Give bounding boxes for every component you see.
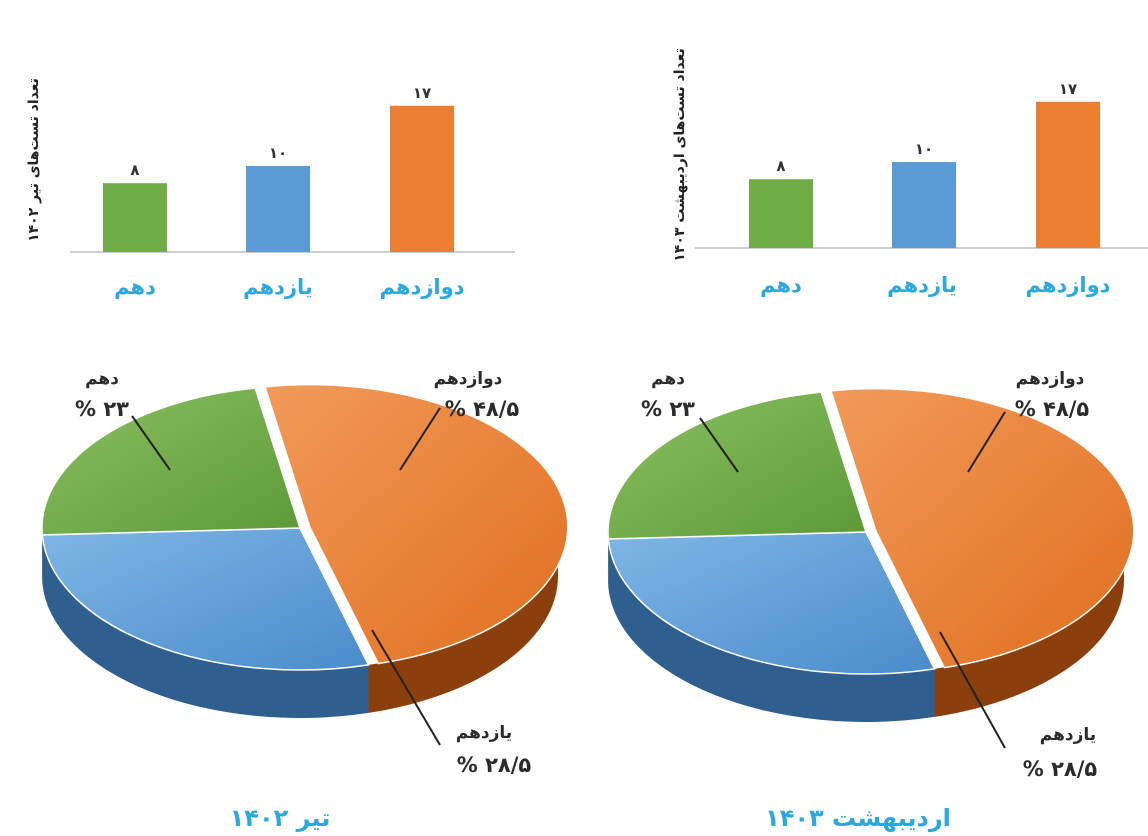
leader-line-yazdahom bbox=[939, 631, 1006, 749]
pie-chart-ordibehesht-1403: دهم ۲۳ % دوازدهم ۴۸/۵ % یازدهم ۲۸/۵ % ار… bbox=[607, 369, 1135, 832]
leader-line-dahom bbox=[699, 417, 739, 473]
pie-slice-dahom bbox=[607, 391, 868, 540]
pie-pct-davazdahom: ۴۸/۵ % bbox=[1015, 397, 1090, 421]
category-label-davazdahom: دوازدهم bbox=[1026, 273, 1111, 297]
pie-chart-tir-1402: دهم ۲۳ % دوازدهم ۴۸/۵ % یازدهم ۲۸/۵ % تی… bbox=[41, 369, 569, 832]
pie-pct-dahom: ۲۳ % bbox=[641, 397, 695, 421]
pie-side-davazdahom bbox=[368, 528, 558, 713]
pie-label-davazdahom: دوازدهم bbox=[1016, 369, 1085, 389]
pie-label-yazdahom: یازدهم bbox=[1040, 725, 1096, 745]
pie-label-dahom: دهم bbox=[651, 369, 685, 389]
bar-chart-1-ylabel: تعداد تست‌های تیر ۱۴۰۲ bbox=[26, 78, 42, 242]
bar-value-davazdahom: ۱۷ bbox=[1059, 80, 1077, 98]
bar-davazdahom bbox=[1036, 101, 1100, 248]
leader-line-dahom bbox=[131, 415, 171, 471]
pie-side-yazdahom bbox=[42, 534, 369, 718]
pie-slice-davazdahom bbox=[263, 383, 569, 665]
bar-value-yazdahom: ۱۰ bbox=[269, 144, 287, 162]
bar-dahom bbox=[749, 179, 813, 248]
pie-pct-yazdahom: ۲۸/۵ % bbox=[1023, 757, 1098, 781]
category-label-dahom: دهم bbox=[114, 275, 156, 299]
bar-value-dahom: ۸ bbox=[776, 157, 785, 175]
pie-label-dahom: دهم bbox=[85, 369, 119, 389]
pie-slice-yazdahom bbox=[41, 527, 370, 671]
pie-side-yazdahom bbox=[608, 538, 935, 722]
category-label-davazdahom: دوازدهم bbox=[380, 275, 465, 299]
bar-chart-tir-1402: تعداد تست‌های تیر ۱۴۰۲ ۸ ۱۰ ۱۷ دهم یازده… bbox=[26, 78, 515, 299]
bar-chart-2-ylabel: تعداد تست‌های اردیبهشت ۱۴۰۳ bbox=[672, 48, 688, 261]
pie-label-yazdahom: یازدهم bbox=[456, 723, 512, 743]
bar-chart-ordibehesht-1403: تعداد تست‌های اردیبهشت ۱۴۰۳ ۸ ۱۰ ۱۷ دهم … bbox=[672, 48, 1148, 297]
pie-slice-davazdahom bbox=[829, 387, 1135, 669]
bar-value-yazdahom: ۱۰ bbox=[915, 140, 933, 158]
leader-line-yazdahom bbox=[371, 629, 441, 746]
bar-davazdahom bbox=[390, 105, 454, 252]
category-label-dahom: دهم bbox=[760, 273, 802, 297]
bar-yazdahom bbox=[246, 166, 310, 252]
pie-side-davazdahom bbox=[934, 532, 1124, 717]
pie-pct-dahom: ۲۳ % bbox=[75, 397, 129, 421]
bar-dahom bbox=[103, 183, 167, 252]
pie-slice-yazdahom bbox=[607, 531, 936, 675]
pie-slice-dahom bbox=[41, 387, 302, 536]
leader-line-davazdahom bbox=[967, 411, 1006, 473]
leader-line-davazdahom bbox=[399, 407, 441, 471]
pie-chart-2-title: اردیبهشت ۱۴۰۳ bbox=[765, 804, 951, 832]
pie-pct-davazdahom: ۴۸/۵ % bbox=[445, 397, 520, 421]
bar-yazdahom bbox=[892, 162, 956, 248]
pie-label-davazdahom: دوازدهم bbox=[434, 369, 503, 389]
pie-pct-yazdahom: ۲۸/۵ % bbox=[457, 753, 532, 777]
bar-value-davazdahom: ۱۷ bbox=[413, 84, 431, 102]
pie-chart-1-title: تیر ۱۴۰۲ bbox=[230, 804, 331, 832]
bar-value-dahom: ۸ bbox=[130, 161, 139, 179]
category-label-yazdahom: یازدهم bbox=[243, 275, 313, 299]
category-label-yazdahom: یازدهم bbox=[887, 273, 957, 297]
